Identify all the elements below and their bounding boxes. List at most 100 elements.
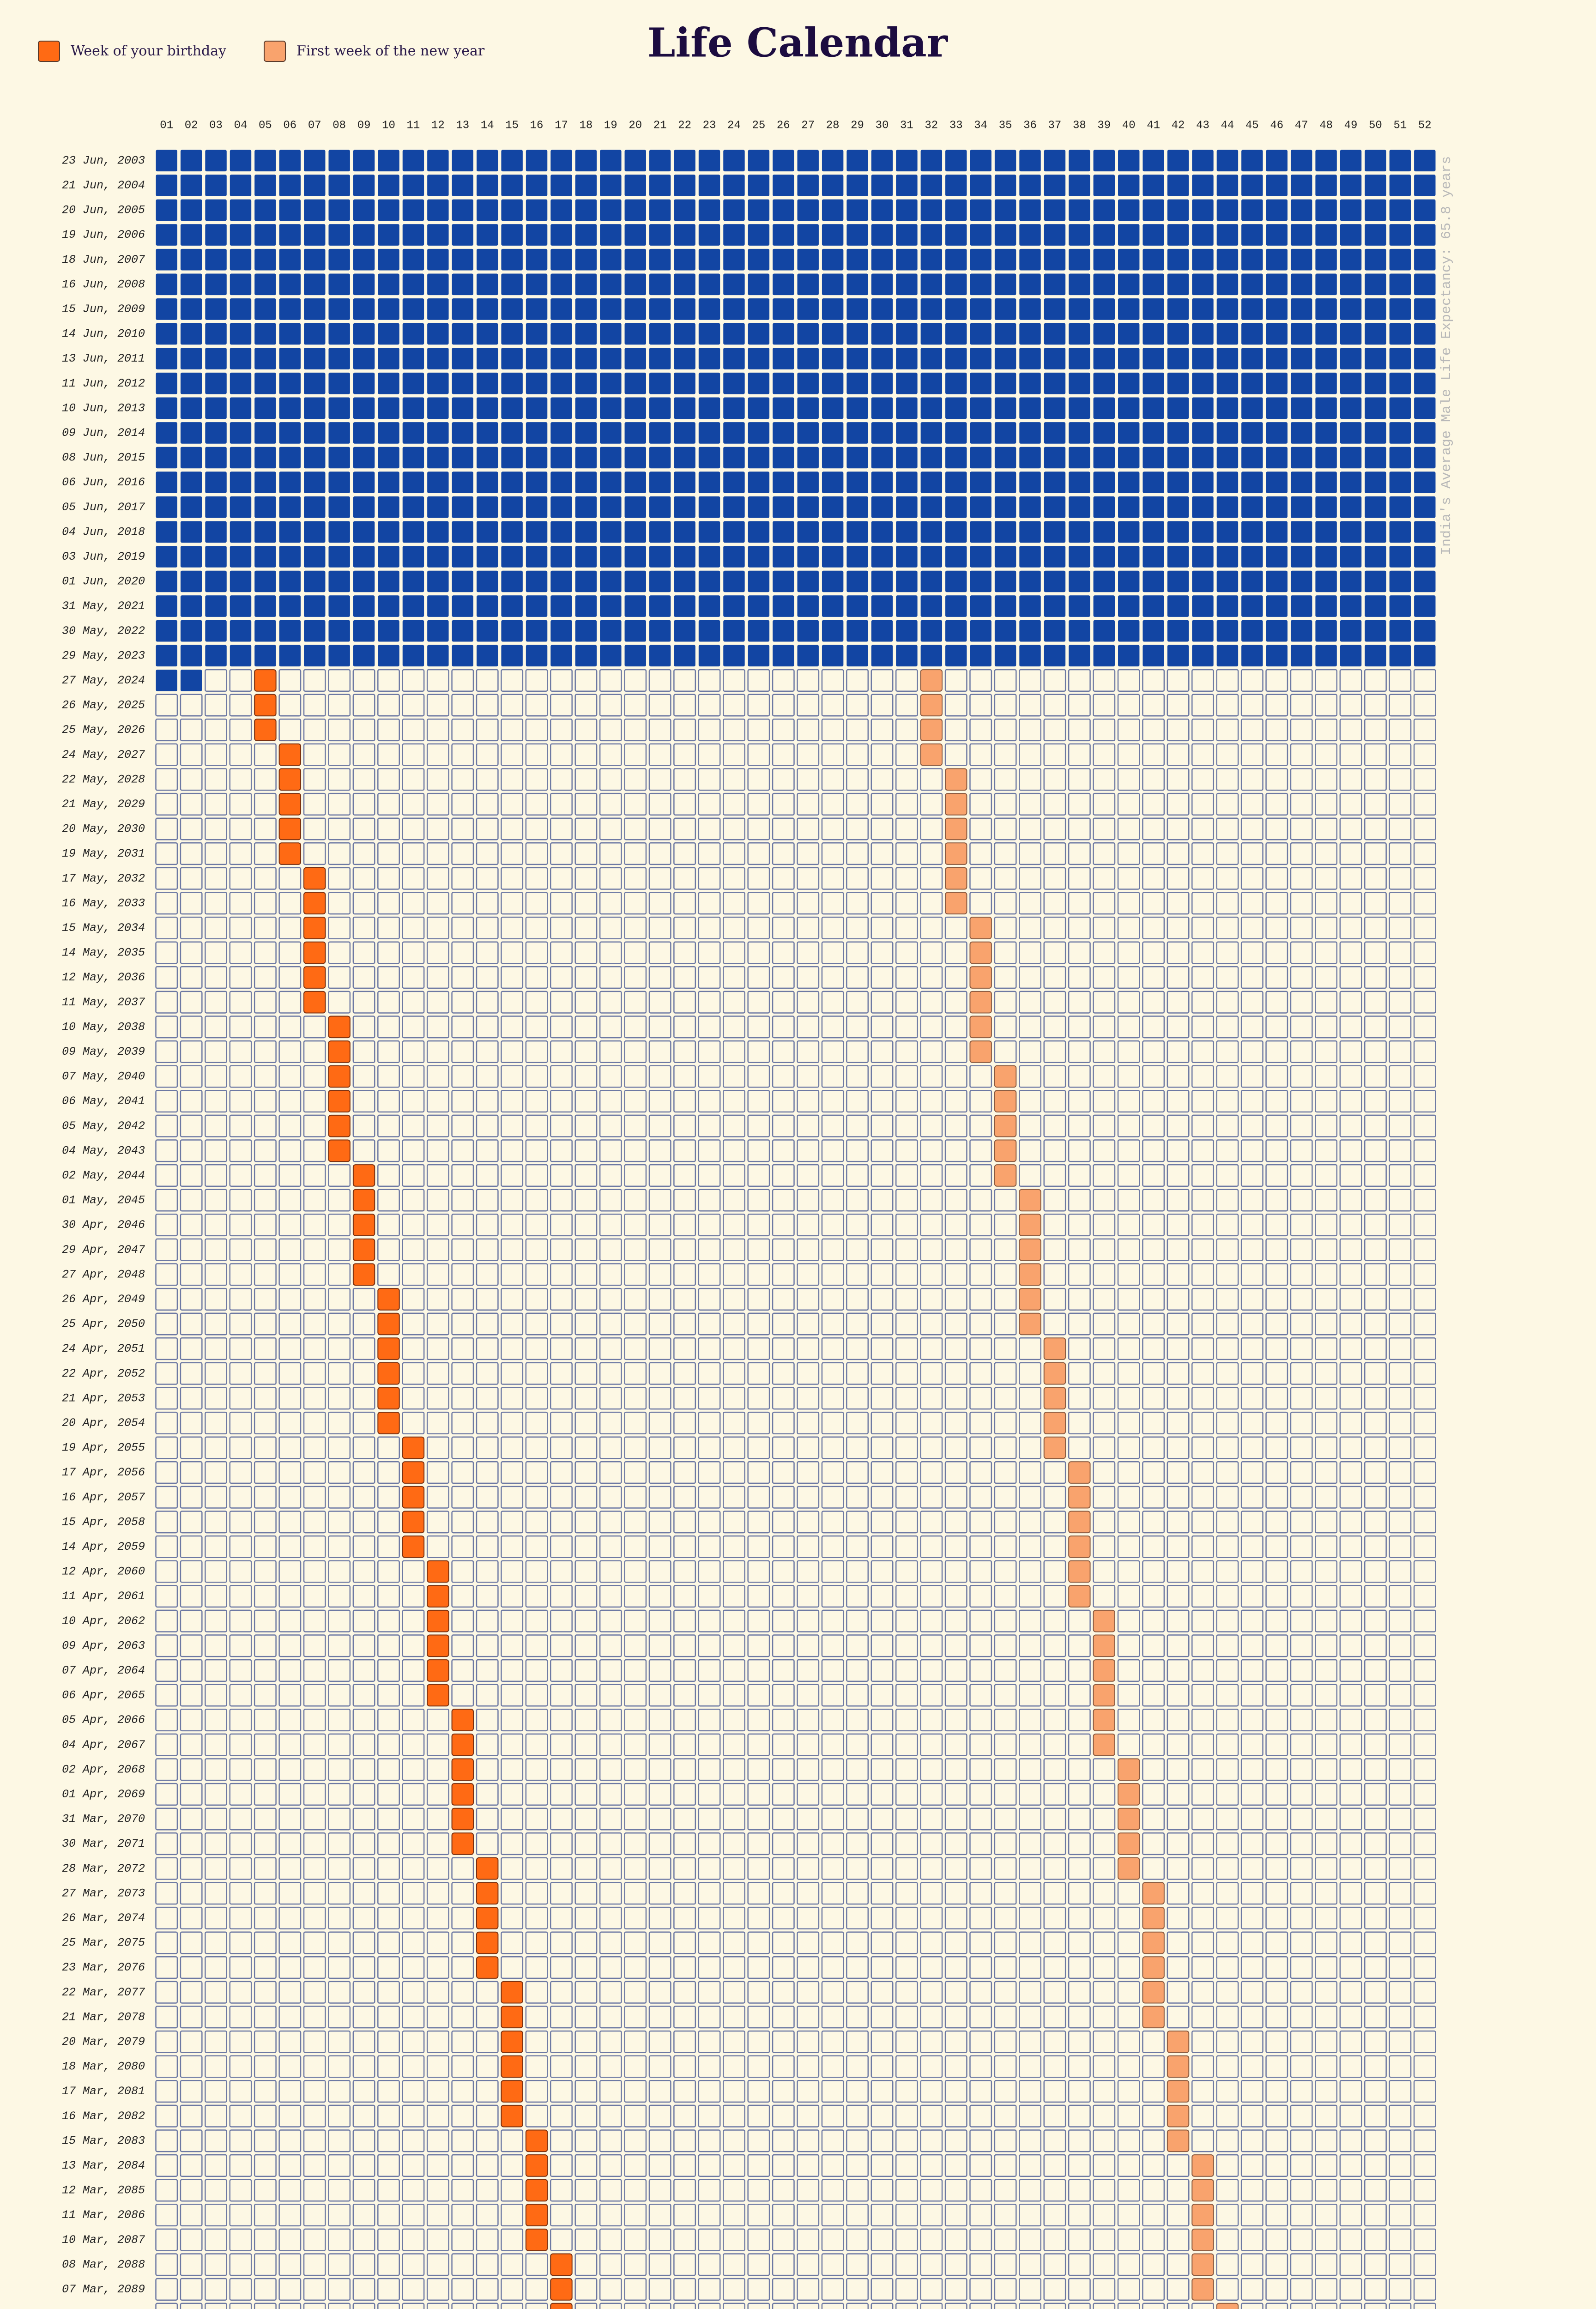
week-cell bbox=[501, 2278, 524, 2301]
week-cell bbox=[1216, 1411, 1239, 1434]
week-cell bbox=[328, 1535, 351, 1558]
week-cell bbox=[377, 916, 400, 939]
week-cell bbox=[1265, 1312, 1288, 1336]
lived-week bbox=[1069, 645, 1090, 667]
lived-week bbox=[452, 199, 473, 221]
week-cell bbox=[747, 1040, 770, 1063]
week-cell bbox=[1389, 1609, 1412, 1632]
week-cell bbox=[1117, 694, 1140, 717]
week-cell bbox=[501, 1956, 524, 1979]
week-cell bbox=[1290, 2055, 1313, 2078]
week-cell bbox=[328, 1807, 351, 1831]
lived-week bbox=[402, 645, 424, 667]
lived-week bbox=[896, 298, 918, 320]
week-cell bbox=[797, 1287, 820, 1311]
week-cell bbox=[254, 1015, 277, 1039]
week-cell bbox=[180, 1832, 203, 1856]
week-cell bbox=[1290, 1758, 1313, 1781]
week-cell bbox=[698, 1312, 721, 1336]
lived-week bbox=[501, 224, 523, 246]
week-cell bbox=[1068, 2253, 1091, 2276]
lived-week bbox=[1143, 199, 1164, 221]
week-cell bbox=[1068, 1164, 1091, 1187]
row-label: 02 Apr, 2068 bbox=[62, 1763, 145, 1776]
lived-week bbox=[180, 521, 202, 543]
week-cell bbox=[698, 867, 721, 890]
lived-week bbox=[205, 224, 227, 246]
row-label: 15 Apr, 2058 bbox=[62, 1515, 145, 1529]
week-cell bbox=[1117, 1337, 1140, 1360]
week-cell bbox=[180, 966, 203, 989]
week-cell bbox=[402, 1931, 425, 1954]
week-cell bbox=[1117, 1287, 1140, 1311]
week-cell bbox=[1068, 1238, 1091, 1261]
birthday-week bbox=[352, 1189, 375, 1212]
week-cell bbox=[821, 1956, 844, 1979]
week-cell bbox=[772, 1585, 795, 1608]
week-cell bbox=[1019, 1015, 1041, 1039]
week-cell bbox=[1413, 1362, 1436, 1385]
week-cell bbox=[1290, 694, 1313, 717]
week-cell bbox=[501, 892, 524, 915]
week-cell bbox=[1413, 1263, 1436, 1286]
week-cell bbox=[1216, 1486, 1239, 1509]
lived-week bbox=[550, 471, 572, 493]
week-cell bbox=[698, 1882, 721, 1905]
lived-week bbox=[230, 422, 252, 444]
week-cell bbox=[1043, 1287, 1066, 1311]
week-cell bbox=[1019, 2080, 1041, 2103]
lived-week bbox=[575, 248, 597, 271]
week-cell bbox=[1191, 694, 1214, 717]
week-cell bbox=[1216, 792, 1239, 816]
week-cell bbox=[944, 1535, 967, 1558]
week-cell bbox=[352, 1486, 375, 1509]
week-cell bbox=[648, 1287, 671, 1311]
week-cell bbox=[698, 1906, 721, 1929]
week-cell bbox=[426, 1956, 449, 1979]
lived-week bbox=[575, 348, 597, 369]
week-cell bbox=[624, 1090, 647, 1113]
week-cell bbox=[1191, 1337, 1214, 1360]
week-cell bbox=[1191, 1733, 1214, 1756]
lived-week bbox=[353, 323, 375, 345]
week-cell bbox=[155, 1065, 178, 1088]
lived-week bbox=[1118, 175, 1140, 196]
week-cell bbox=[1216, 2055, 1239, 2078]
week-cell bbox=[525, 1857, 548, 1880]
week-cell bbox=[846, 2055, 869, 2078]
week-cell bbox=[501, 669, 524, 692]
lived-week bbox=[1266, 447, 1288, 469]
week-cell bbox=[944, 719, 967, 742]
lived-week bbox=[698, 273, 720, 296]
week-cell bbox=[1364, 1189, 1387, 1212]
week-cell bbox=[673, 1609, 696, 1632]
week-cell bbox=[1389, 2129, 1412, 2152]
week-cell bbox=[451, 1387, 474, 1410]
week-cell bbox=[673, 1857, 696, 1880]
week-cell bbox=[994, 1609, 1017, 1632]
week-cell bbox=[1167, 792, 1190, 816]
week-cell bbox=[797, 2055, 820, 2078]
week-cell bbox=[1290, 719, 1313, 742]
week-cell bbox=[1290, 892, 1313, 915]
week-cell bbox=[673, 743, 696, 766]
week-cell bbox=[574, 1139, 598, 1162]
lived-week bbox=[624, 199, 646, 221]
week-cell bbox=[229, 1560, 252, 1583]
row-label: 04 May, 2043 bbox=[62, 1144, 145, 1157]
week-number: 41 bbox=[1147, 119, 1160, 132]
lived-week bbox=[723, 372, 745, 394]
week-cell bbox=[1093, 1832, 1116, 1856]
week-cell bbox=[205, 1164, 228, 1187]
week-cell bbox=[402, 2154, 425, 2177]
week-cell bbox=[426, 1857, 449, 1880]
week-cell bbox=[1290, 966, 1313, 989]
week-cell bbox=[1019, 1832, 1041, 1856]
lived-week bbox=[600, 496, 622, 518]
week-cell bbox=[1068, 1609, 1091, 1632]
week-cell bbox=[426, 2154, 449, 2177]
week-cell bbox=[205, 1337, 228, 1360]
week-cell bbox=[1364, 2228, 1387, 2251]
week-cell bbox=[969, 768, 992, 791]
week-cell bbox=[698, 991, 721, 1014]
